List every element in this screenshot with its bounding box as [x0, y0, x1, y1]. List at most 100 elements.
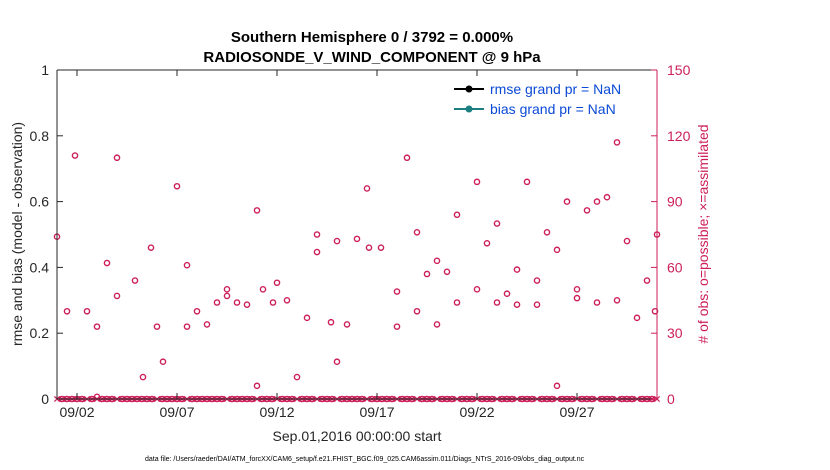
obs-possible-marker: [573, 294, 581, 302]
obs-possible-marker: [563, 198, 571, 205]
obs-possible-marker: [613, 139, 621, 146]
plot-background: [57, 70, 657, 399]
obs-possible-marker: [363, 185, 371, 192]
obs-possible-marker: [483, 239, 491, 247]
y-right-tick-label: 150: [667, 62, 691, 78]
obs-possible-marker: [513, 301, 521, 308]
obs-possible-marker: [93, 323, 101, 330]
x-tick-label: 09/02: [59, 404, 94, 420]
x-tick-label: 09/12: [259, 404, 294, 420]
obs-possible-marker: [553, 382, 561, 390]
obs-possible-marker: [63, 307, 71, 315]
x-tick-label: 09/07: [159, 404, 194, 420]
obs-possible-marker: [313, 231, 321, 238]
legend-rmse-marker: [465, 85, 473, 93]
data-file-footer: data file: /Users/raeder/DAI/ATM_forcXX/…: [145, 456, 585, 463]
x-axis-label: Sep.01,2016 00:00:00 start: [273, 428, 442, 444]
obs-possible-marker: [503, 290, 511, 298]
obs-possible-marker: [273, 279, 281, 287]
obs-possible-marker: [413, 229, 421, 236]
obs-possible-marker: [333, 358, 341, 366]
obs-possible-marker: [283, 296, 291, 304]
obs-possible-marker: [543, 229, 551, 236]
obs-possible-marker: [533, 301, 541, 308]
obs-possible-marker: [327, 318, 335, 326]
x-tick-label: 09/27: [559, 404, 594, 420]
obs-possible-marker: [403, 154, 411, 162]
obs-possible-marker: [213, 299, 221, 306]
obs-possible-marker: [183, 261, 191, 269]
y-tick-label: 0.8: [30, 128, 50, 144]
obs-possible-marker: [303, 314, 311, 322]
obs-possible-marker: [313, 248, 321, 256]
obs-possible-marker: [269, 299, 277, 306]
y-tick-label: 1: [41, 62, 49, 78]
obs-possible-marker: [423, 270, 431, 278]
obs-possible-marker: [443, 268, 451, 276]
obs-possible-marker: [493, 220, 501, 227]
obs-possible-marker: [393, 323, 401, 330]
obs-possible-marker: [343, 321, 351, 328]
obs-possible-marker: [159, 358, 167, 366]
y-tick-label: 0.4: [30, 259, 50, 275]
obs-possible-marker: [83, 307, 91, 315]
obs-possible-marker: [513, 266, 521, 273]
obs-possible-marker: [131, 277, 139, 284]
x-tick-label: 09/17: [359, 404, 394, 420]
obs-possible-marker: [433, 257, 441, 265]
obs-possible-marker: [173, 182, 181, 190]
obs-possible-marker: [593, 299, 601, 306]
chart-title: Southern Hemisphere 0 / 3792 = 0.000%: [231, 29, 513, 46]
legend-bias-label: bias grand pr = NaN: [490, 101, 616, 117]
obs-possible-marker: [453, 211, 461, 219]
y-right-tick-label: 30: [667, 325, 683, 341]
obs-possible-marker: [523, 178, 531, 186]
obs-possible-marker: [223, 286, 231, 293]
legend-rmse-label: rmse grand pr = NaN: [490, 81, 621, 97]
obs-possible-marker: [71, 152, 79, 159]
obs-possible-marker: [593, 198, 601, 205]
obs-possible-marker: [623, 237, 631, 245]
obs-possible-marker: [233, 299, 241, 306]
x-tick-label: 09/22: [459, 404, 494, 420]
legend: rmse grand pr = NaN bias grand pr = NaN: [447, 76, 637, 124]
obs-possible-marker: [365, 244, 373, 251]
obs-possible-marker: [613, 296, 621, 304]
y-tick-label: 0.2: [30, 325, 50, 341]
obs-possible-marker: [139, 373, 147, 381]
obs-possible-marker: [603, 193, 611, 201]
obs-possible-marker: [113, 154, 121, 162]
y-axis-right-label: # of obs: o=possible; ×=assimilated: [695, 124, 711, 343]
obs-possible-marker: [633, 314, 641, 322]
obs-possible-marker: [193, 307, 201, 315]
obs-possible-marker: [573, 286, 581, 293]
obs-possible-marker: [259, 286, 267, 293]
obs-possible-marker: [243, 301, 251, 308]
obs-possible-marker: [203, 321, 211, 328]
y-right-tick-label: 60: [667, 259, 683, 275]
obs-possible-marker: [113, 292, 121, 300]
obs-possible-marker: [377, 244, 385, 251]
obs-possible-marker: [533, 277, 541, 284]
y-right-tick-label: 0: [667, 391, 675, 407]
y-tick-label: 0.6: [30, 194, 50, 210]
obs-possible-marker: [493, 299, 501, 306]
obs-possible-marker: [153, 323, 161, 330]
y-right-tick-label: 120: [667, 128, 691, 144]
obs-possible-marker: [651, 307, 659, 315]
legend-bias-marker: [465, 105, 473, 113]
chart-subtitle: RADIOSONDE_V_WIND_COMPONENT @ 9 hPa: [203, 49, 541, 66]
obs-possible-marker: [583, 207, 591, 214]
obs-possible-marker: [643, 277, 651, 284]
obs-possible-marker: [183, 323, 191, 330]
obs-possible-marker: [393, 288, 401, 295]
legend-box: [447, 76, 637, 124]
obs-possible-marker: [553, 246, 561, 254]
obs-possible-marker: [223, 292, 231, 300]
obs-possible-marker: [413, 307, 421, 315]
y-tick-label: 0: [41, 391, 49, 407]
obs-possible-marker: [353, 235, 361, 243]
obs-possible-marker: [253, 207, 261, 214]
obs-possible-marker: [433, 321, 441, 328]
